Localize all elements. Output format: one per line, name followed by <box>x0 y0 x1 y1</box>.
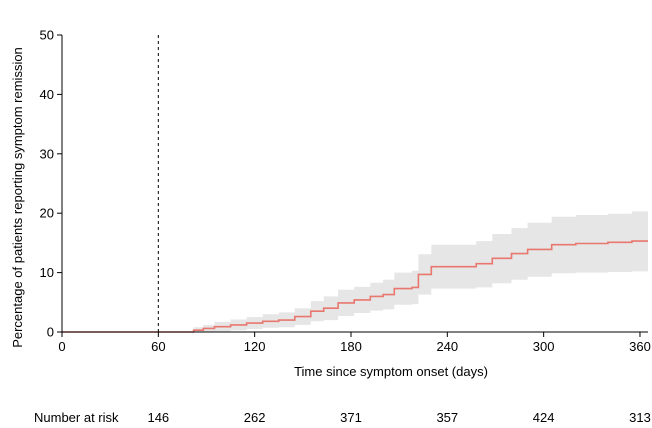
y-tick-label: 20 <box>40 206 54 221</box>
x-tick-label: 60 <box>151 339 165 354</box>
number-at-risk-value: 313 <box>629 410 651 425</box>
y-tick-label: 0 <box>47 325 54 340</box>
number-at-risk-table: Number at risk 146 262 371 357 424 313 <box>34 410 651 425</box>
number-at-risk-value: 146 <box>147 410 169 425</box>
number-at-risk-value: 262 <box>244 410 266 425</box>
y-tick-label: 40 <box>40 87 54 102</box>
x-axis-label: Time since symptom onset (days) <box>294 364 488 379</box>
axes-layer: 0 10 20 30 40 50 0 60 120 180 240 300 360 <box>40 28 651 355</box>
y-tick-label: 30 <box>40 146 54 161</box>
number-at-risk-value: 424 <box>533 410 555 425</box>
x-tick-label: 240 <box>436 339 458 354</box>
y-axis-label: Percentage of patients reporting symptom… <box>10 47 25 348</box>
y-tick-label: 10 <box>40 265 54 280</box>
confidence-band <box>62 211 648 332</box>
x-tick-label: 180 <box>340 339 362 354</box>
remission-curve <box>62 240 648 333</box>
x-tick-label: 360 <box>629 339 651 354</box>
confidence-band-layer <box>62 211 648 332</box>
x-tick-label: 0 <box>58 339 65 354</box>
x-tick-label: 120 <box>244 339 266 354</box>
number-at-risk-label: Number at risk <box>34 410 119 425</box>
y-tick-label: 50 <box>40 28 54 43</box>
x-tick-label: 300 <box>533 339 555 354</box>
number-at-risk-value: 371 <box>340 410 362 425</box>
number-at-risk-value: 357 <box>436 410 458 425</box>
curve-layer <box>62 240 648 333</box>
